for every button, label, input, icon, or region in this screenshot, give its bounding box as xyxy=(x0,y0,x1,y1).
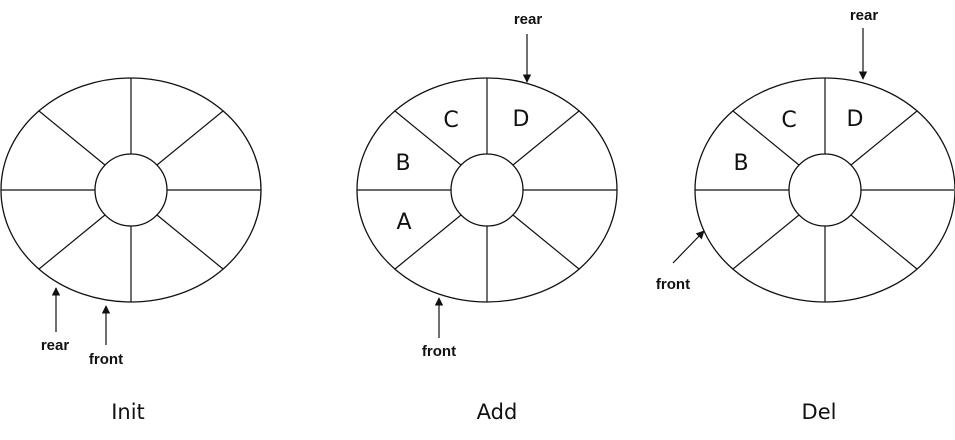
ring-add: A B C D rear front Add xyxy=(356,11,618,424)
cell-dividers xyxy=(1,78,261,302)
cell-label: A xyxy=(396,210,411,235)
front-pointer-label: front xyxy=(89,351,123,368)
inner-hub xyxy=(788,153,862,227)
front-pointer-label: front xyxy=(656,276,690,293)
cell-dividers xyxy=(357,78,617,302)
front-pointer-label: front xyxy=(422,343,456,360)
ring-del: B C D rear front Del xyxy=(656,7,955,424)
inner-hub xyxy=(450,153,524,227)
cell-label: B xyxy=(733,151,748,176)
cell-label: C xyxy=(781,108,796,133)
cell-label: D xyxy=(513,107,530,132)
front-pointer-arrow xyxy=(672,230,705,264)
inner-hub xyxy=(94,153,168,227)
rear-pointer-label: rear xyxy=(41,337,70,354)
rear-pointer-label: rear xyxy=(850,7,879,24)
cell-label: B xyxy=(395,151,410,176)
diagram-caption: Init xyxy=(111,400,145,424)
rear-pointer-label: rear xyxy=(514,11,543,28)
cell-label: D xyxy=(847,107,864,132)
diagram-caption: Del xyxy=(802,400,837,424)
ring-init: rear front Init xyxy=(0,77,262,424)
cell-label: C xyxy=(443,108,458,133)
cell-dividers xyxy=(695,78,954,302)
diagram-caption: Add xyxy=(477,400,518,424)
